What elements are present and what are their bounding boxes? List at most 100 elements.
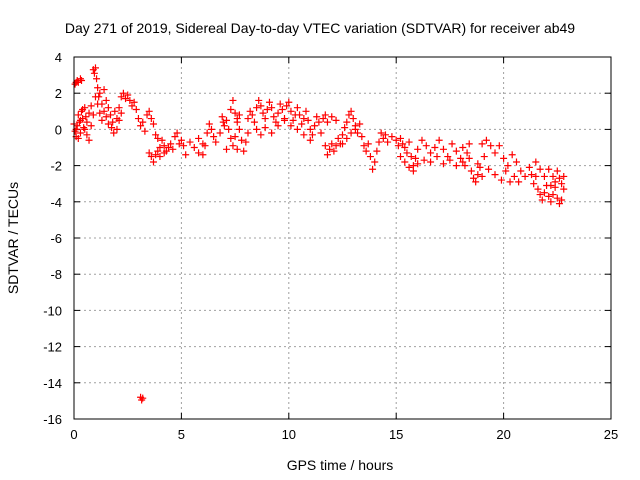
data-point <box>80 124 88 132</box>
data-point <box>203 129 211 137</box>
data-point <box>465 140 473 148</box>
data-point <box>233 145 241 153</box>
data-point <box>126 96 134 104</box>
y-tick-label: 0 <box>55 122 62 137</box>
data-point <box>435 136 443 144</box>
data-point <box>137 122 145 130</box>
data-point <box>351 125 359 133</box>
data-point <box>117 109 125 117</box>
data-point <box>388 133 396 141</box>
data-point <box>502 167 510 175</box>
data-point <box>227 105 235 113</box>
data-point <box>560 172 568 180</box>
y-tick-label: -10 <box>43 303 62 318</box>
data-point <box>478 172 486 180</box>
data-point <box>540 189 548 197</box>
data-point <box>457 154 465 162</box>
data-point <box>109 118 117 126</box>
data-point <box>373 147 381 155</box>
data-point <box>371 158 379 166</box>
data-point <box>231 133 239 141</box>
data-point <box>218 113 226 121</box>
data-point <box>354 129 362 137</box>
data-point <box>315 118 323 126</box>
data-point <box>149 120 157 128</box>
data-point <box>244 115 252 123</box>
data-point <box>122 95 130 103</box>
data-point <box>414 145 422 153</box>
data-point <box>87 122 95 130</box>
data-point <box>555 174 563 182</box>
data-point <box>199 151 207 159</box>
data-point <box>242 138 250 146</box>
data-point <box>257 102 265 110</box>
data-point <box>418 136 426 144</box>
data-point <box>381 131 389 139</box>
data-point <box>536 191 544 199</box>
data-point <box>287 122 295 130</box>
data-point <box>463 149 471 157</box>
plot-frame <box>73 56 612 420</box>
data-point <box>250 118 258 126</box>
data-point <box>334 134 342 142</box>
data-point <box>268 129 276 137</box>
data-point <box>545 165 553 173</box>
data-point <box>448 140 456 148</box>
data-point <box>210 133 218 141</box>
data-point <box>229 142 237 150</box>
data-point <box>91 93 99 101</box>
data-point <box>319 115 327 123</box>
data-point <box>90 69 98 77</box>
data-point <box>532 158 540 166</box>
data-point <box>190 144 198 151</box>
data-point <box>558 196 566 204</box>
data-point <box>244 129 252 137</box>
data-point <box>300 131 308 139</box>
data-point <box>74 111 82 119</box>
data-point <box>240 147 248 155</box>
y-tick-label: -2 <box>50 159 62 174</box>
data-point <box>145 149 153 157</box>
data-point <box>553 194 561 202</box>
chart-title: Day 271 of 2019, Sidereal Day-to-day VTE… <box>65 20 575 36</box>
data-point <box>311 122 319 130</box>
data-point <box>285 98 293 106</box>
data-point <box>304 116 312 124</box>
data-point <box>139 394 147 402</box>
data-point <box>160 142 168 150</box>
y-tick-label: -12 <box>43 340 62 355</box>
data-point <box>158 136 166 144</box>
data-point <box>540 172 548 180</box>
data-point <box>345 111 353 119</box>
data-point <box>78 77 86 85</box>
data-point <box>508 151 516 159</box>
data-point <box>553 167 561 175</box>
data-point <box>175 140 183 148</box>
data-point <box>102 96 110 104</box>
data-point <box>154 134 162 142</box>
data-point <box>113 125 121 133</box>
data-point <box>461 162 469 170</box>
data-point <box>293 104 301 112</box>
data-point <box>409 167 417 175</box>
grid <box>74 57 611 419</box>
data-point <box>229 96 237 104</box>
data-point <box>220 122 228 130</box>
data-point <box>248 111 256 119</box>
data-point <box>268 104 276 112</box>
data-point <box>306 125 314 133</box>
data-point <box>482 136 490 144</box>
data-point <box>205 120 213 128</box>
data-point <box>298 120 306 128</box>
y-tick-labels: -16 -14 -12 -10 -8 -6 -4 -2 0 2 4 <box>43 50 62 427</box>
y-tick-label: 4 <box>55 50 62 65</box>
data-point <box>145 107 153 115</box>
data-point <box>115 104 123 112</box>
y-tick-label: -8 <box>50 267 62 282</box>
data-point <box>85 109 93 117</box>
data-point <box>308 131 316 139</box>
data-point <box>399 140 407 148</box>
data-point <box>405 138 413 146</box>
data-point <box>452 162 460 170</box>
data-point <box>93 75 101 83</box>
